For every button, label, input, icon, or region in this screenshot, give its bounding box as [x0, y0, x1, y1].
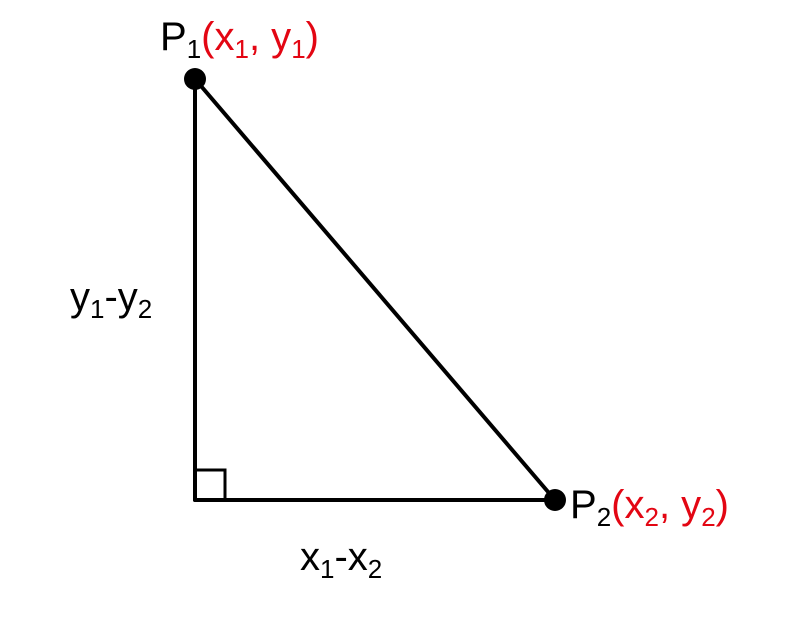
distance-triangle-diagram: P1(x1, y1)P2(x2, y2)y1-y2x1-x2 — [0, 0, 800, 629]
point-p1 — [184, 68, 206, 90]
point-p2 — [544, 489, 566, 511]
